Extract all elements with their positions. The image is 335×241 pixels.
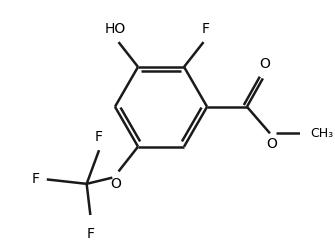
Text: F: F: [32, 172, 40, 186]
Text: O: O: [266, 137, 277, 151]
Text: F: F: [95, 130, 103, 144]
Text: F: F: [201, 22, 209, 36]
Text: O: O: [259, 57, 270, 71]
Text: CH₃: CH₃: [311, 127, 334, 140]
Text: HO: HO: [105, 22, 126, 36]
Text: F: F: [87, 227, 95, 241]
Text: O: O: [111, 177, 121, 191]
